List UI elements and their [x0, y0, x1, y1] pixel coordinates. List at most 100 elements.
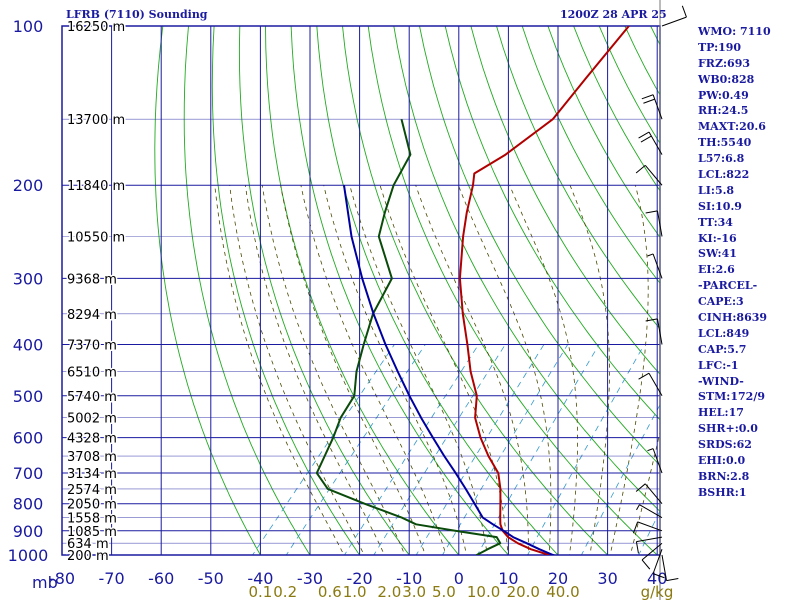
wind-barb-flag [636, 504, 640, 511]
sounding-index-item: CINH:8639 [698, 311, 768, 325]
moist-adiabat-line [245, 185, 385, 555]
wind-barb [632, 521, 663, 534]
dry-adiabat-line [211, 26, 361, 555]
wind-barb-flag [635, 541, 639, 554]
sounding-index-item: L57:6.8 [698, 152, 745, 166]
moist-adiabat-line [569, 185, 610, 555]
dry-adiabat-line [265, 26, 460, 555]
sounding-index-item: STM:172/9 [698, 390, 765, 404]
wind-barb [635, 164, 663, 186]
temperature-tick-label: 20 [548, 569, 568, 588]
dewpoint-profile-line [315, 118, 502, 555]
wind-barb-staff [652, 94, 663, 120]
sounding-index-item: CAPE:3 [698, 295, 744, 309]
wind-barb-staff [648, 372, 663, 397]
dry-adiabat-line [779, 26, 800, 566]
dry-adiabat-line [290, 26, 509, 555]
sounding-index-item: LFC:-1 [698, 358, 739, 372]
mixing-ratio-line [252, 344, 395, 555]
mixing-ratio-line [344, 344, 479, 555]
wind-barb-flag [647, 448, 654, 452]
mixing-ratio-label: 0.6 [318, 583, 342, 600]
height-label: 16250 m [67, 20, 125, 35]
dry-adiabat-line [419, 26, 660, 467]
pressure-tick-label: 800 [13, 495, 44, 514]
pressure-tick-label: 500 [13, 387, 44, 406]
temperature-tick-label: 10 [498, 569, 518, 588]
dry-adiabat-line [154, 26, 261, 555]
pressure-tick-label: 1000 [8, 546, 49, 565]
sounding-index-item: EI:2.6 [698, 263, 735, 277]
wind-barb-flag [632, 521, 639, 534]
height-label: 1085 m [67, 525, 117, 540]
wind-barb [647, 448, 663, 474]
sounding-index-item: WMO: 7110 [698, 25, 771, 38]
wind-barb-staff [637, 521, 663, 532]
wind-barb-staff [644, 165, 663, 186]
pressure-tick-label: 700 [13, 464, 44, 483]
temperature-tick-label: -30 [297, 569, 323, 588]
pressure-tick-label: 900 [13, 522, 44, 541]
dry-adiabat-line [367, 26, 658, 555]
sounding-indices-list: WMO: 7110 TP:190 FRZ:693 WB0:828 PW:0.49 RH:2… [698, 24, 771, 501]
height-label: 9368 m [67, 272, 117, 287]
sounding-index-item: SRDS:62 [698, 438, 752, 452]
moist-adiabat-line [609, 185, 649, 555]
moist-adiabat-line [323, 185, 468, 555]
sounding-index-item: -WIND- [698, 374, 744, 388]
mixing-ratio-line [476, 344, 600, 555]
mixing-ratio-line [415, 344, 545, 555]
temperature-tick-label: 0 [454, 569, 464, 588]
height-label: 2050 m [67, 498, 117, 513]
mixing-ratio-unit-label: g/kg [641, 583, 674, 600]
wind-barb-flag [643, 98, 655, 104]
moist-adiabat-line [509, 185, 578, 555]
wind-barb-flag [647, 253, 654, 257]
wind-barb [645, 210, 663, 237]
sounding-index-item: RH:24.5 [698, 104, 749, 118]
sounding-index-item: TH:5540 [698, 136, 752, 150]
height-label: 10550 m [67, 231, 125, 246]
sounding-index-item: FRZ:693 [698, 56, 751, 70]
wind-barb-staff [636, 536, 663, 543]
sounding-index-item: MAXT:20.6 [698, 120, 766, 134]
moist-adiabat-line [229, 185, 365, 555]
wind-barb-flag [652, 573, 665, 579]
sounding-index-item: EHI:0.0 [698, 454, 746, 468]
pressure-tick-label: 200 [13, 176, 44, 195]
wind-barb-flag [666, 578, 679, 582]
wind-barb-staff [652, 549, 663, 574]
sounding-index-item: HEL:17 [698, 406, 744, 420]
sounding-index-item: WB0:828 [698, 72, 755, 86]
mixing-ratio-label: 1.0 [343, 583, 367, 600]
wind-barb [661, 5, 687, 27]
wind-barb-flag [641, 94, 654, 100]
wind-barb-staff [661, 554, 668, 581]
sounding-index-item: LCL:849 [698, 326, 750, 340]
dry-adiabat-line [496, 26, 660, 330]
mixing-ratio-line [373, 344, 506, 555]
height-label: 634 m [67, 537, 109, 552]
dry-adiabat-line [521, 26, 660, 284]
height-label: 8294 m [67, 308, 117, 323]
temperature-tick-label: -50 [198, 569, 224, 588]
dry-adiabat-line [316, 26, 559, 555]
height-label: 4328 m [67, 432, 117, 447]
wind-barb-flag [681, 5, 687, 18]
mixing-ratio-label: 0.2 [273, 583, 297, 600]
wind-barb [635, 536, 663, 554]
dry-adiabat-line [238, 26, 410, 555]
pressure-tick-label: 400 [13, 335, 44, 354]
mixing-ratio-line [442, 344, 569, 555]
moist-adiabat-line [349, 185, 488, 555]
wind-barb-staff [661, 16, 687, 27]
dry-adiabat-line [444, 26, 660, 421]
moist-adiabat-line [280, 185, 426, 555]
temperature-tick-label: -70 [99, 569, 125, 588]
dry-adiabat-line [183, 26, 311, 555]
wind-barb-flag [645, 318, 658, 322]
moist-adiabat-line [629, 430, 660, 555]
height-label: 7370 m [67, 338, 117, 353]
sounding-index-item: SW:41 [698, 247, 737, 261]
